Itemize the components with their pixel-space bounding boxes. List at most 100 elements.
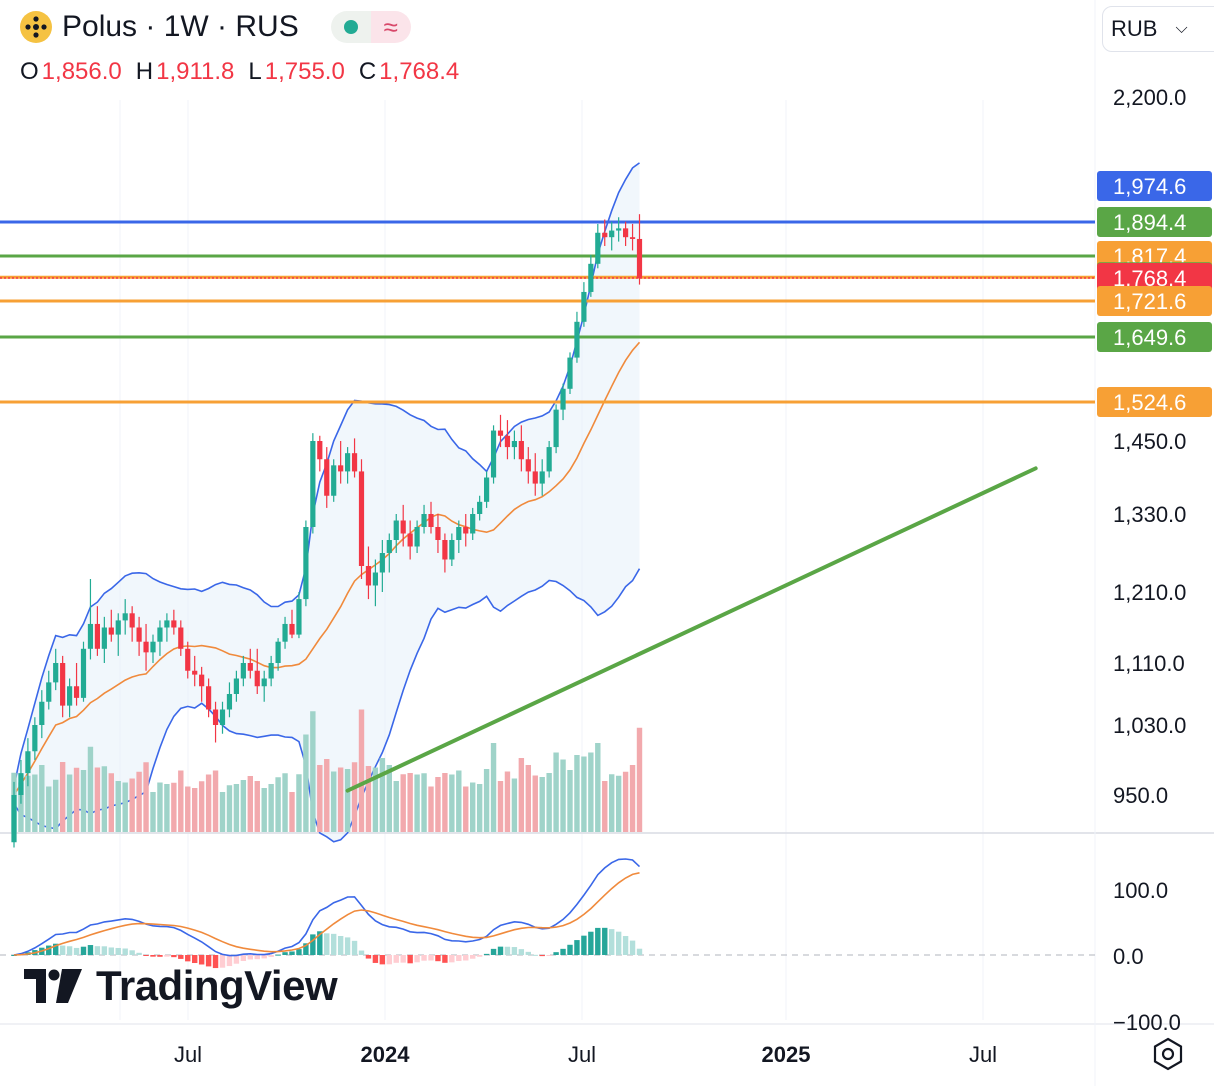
volume-bar	[386, 765, 392, 832]
volume-bar	[171, 782, 177, 832]
volume-bar	[108, 773, 114, 832]
volume-bar	[275, 777, 281, 832]
volume-bar	[268, 784, 274, 832]
candle	[331, 465, 337, 496]
candle	[511, 441, 517, 448]
oscillator-histogram-bar	[504, 946, 511, 955]
price-label-badge	[1097, 286, 1212, 316]
candle	[261, 678, 267, 687]
candle	[46, 682, 52, 702]
volume-bar	[39, 765, 45, 832]
candle	[53, 663, 59, 683]
volume-bar	[94, 767, 101, 832]
volume-bar	[150, 792, 156, 832]
candle	[546, 447, 552, 472]
volume-bar	[504, 771, 511, 832]
price-label-text: 1,524.6	[1113, 390, 1186, 415]
polus-logo-icon[interactable]	[20, 11, 52, 43]
volume-bar	[546, 773, 552, 832]
volume-bar	[344, 769, 351, 832]
volume-bar	[337, 767, 344, 832]
oscillator-histogram-bar	[463, 955, 469, 961]
oscillator-histogram-bar	[115, 947, 121, 955]
volume-bar	[66, 774, 73, 832]
candle	[254, 670, 260, 687]
price-tick-label: 1,330.0	[1113, 502, 1186, 527]
currency-selector[interactable]: RUB ⌵	[1102, 6, 1214, 52]
time-tick-label: 2025	[762, 1042, 811, 1067]
candle	[407, 533, 413, 547]
volume-bar	[636, 727, 643, 832]
time-tick-label: Jul	[174, 1042, 202, 1067]
candle	[67, 686, 73, 706]
candle	[393, 520, 399, 540]
oscillator-histogram-bar	[254, 955, 260, 960]
close-value: C 1,768.4	[358, 58, 460, 85]
oscillator-histogram-bar	[421, 955, 427, 961]
candle	[456, 527, 462, 540]
oscillator-histogram-bar	[80, 946, 87, 955]
candle	[157, 627, 163, 642]
price-tick-label: 950.0	[1113, 783, 1168, 808]
horizontal-levels	[0, 220, 1095, 404]
volume-bar	[567, 770, 573, 832]
oscillator-pane	[0, 858, 1095, 969]
volume-bar	[185, 786, 191, 832]
candle	[310, 441, 316, 527]
candle	[226, 694, 233, 710]
volume-bars	[11, 709, 643, 832]
volume-bar	[428, 786, 434, 832]
oscillator-histogram-bar	[261, 955, 267, 959]
oscillator-histogram-bar	[108, 947, 114, 955]
volume-bar	[602, 781, 608, 832]
tradingview-logo[interactable]: TradingView	[24, 962, 338, 1010]
oscillator-histogram-bar	[595, 927, 601, 955]
oscillator-histogram-bar	[59, 945, 66, 955]
volume-bar	[233, 784, 240, 832]
chevron-down-icon: ⌵	[1175, 20, 1188, 37]
oscillator-histogram-bar	[324, 933, 330, 955]
high-value: H 1,911.8	[135, 58, 235, 85]
oscillator-histogram-bar	[546, 955, 552, 956]
volume-bar	[449, 774, 455, 832]
candle	[623, 228, 629, 238]
oscillator-histogram-bar	[581, 935, 587, 955]
candle	[282, 623, 288, 642]
oscillator-histogram-bar	[609, 929, 615, 955]
volume-bar	[532, 775, 538, 832]
candle	[199, 674, 205, 687]
volume-bar	[87, 746, 94, 832]
oscillator-signal-line	[13, 872, 640, 956]
candle	[372, 572, 378, 586]
candle	[386, 540, 392, 553]
oscillator-histogram-bar	[358, 950, 365, 955]
candle	[94, 623, 100, 649]
symbol-title[interactable]: Polus · 1W · RUS	[62, 10, 299, 43]
candle	[400, 520, 406, 534]
volume-bar	[379, 758, 386, 832]
oscillator-histogram-bar	[476, 955, 483, 957]
oscillator-histogram-bar	[602, 927, 608, 955]
volume-bar	[588, 752, 594, 832]
market-status-pill[interactable]: ≈	[330, 11, 411, 43]
price-tick-label: 1,030.0	[1113, 713, 1186, 738]
oscillator-histogram-bar	[157, 955, 163, 957]
oscillator-histogram-bar	[66, 946, 73, 955]
volume-bar	[463, 786, 469, 832]
candle	[60, 663, 66, 706]
oscillator-histogram-bar	[379, 955, 386, 965]
candle	[136, 627, 142, 642]
volume-bar	[164, 784, 170, 832]
volume-bar	[595, 743, 601, 832]
volume-bar	[622, 771, 629, 832]
candle	[296, 599, 302, 635]
settings-icon[interactable]	[1150, 1036, 1186, 1072]
oscillator-histogram-bar	[122, 948, 128, 955]
oscillator-histogram-bar	[400, 955, 406, 963]
volume-bar	[192, 788, 198, 832]
candle	[497, 430, 504, 436]
candle	[122, 613, 128, 621]
oscillator-histogram-bar	[407, 955, 413, 964]
oscillator-histogram-bar	[414, 955, 420, 963]
